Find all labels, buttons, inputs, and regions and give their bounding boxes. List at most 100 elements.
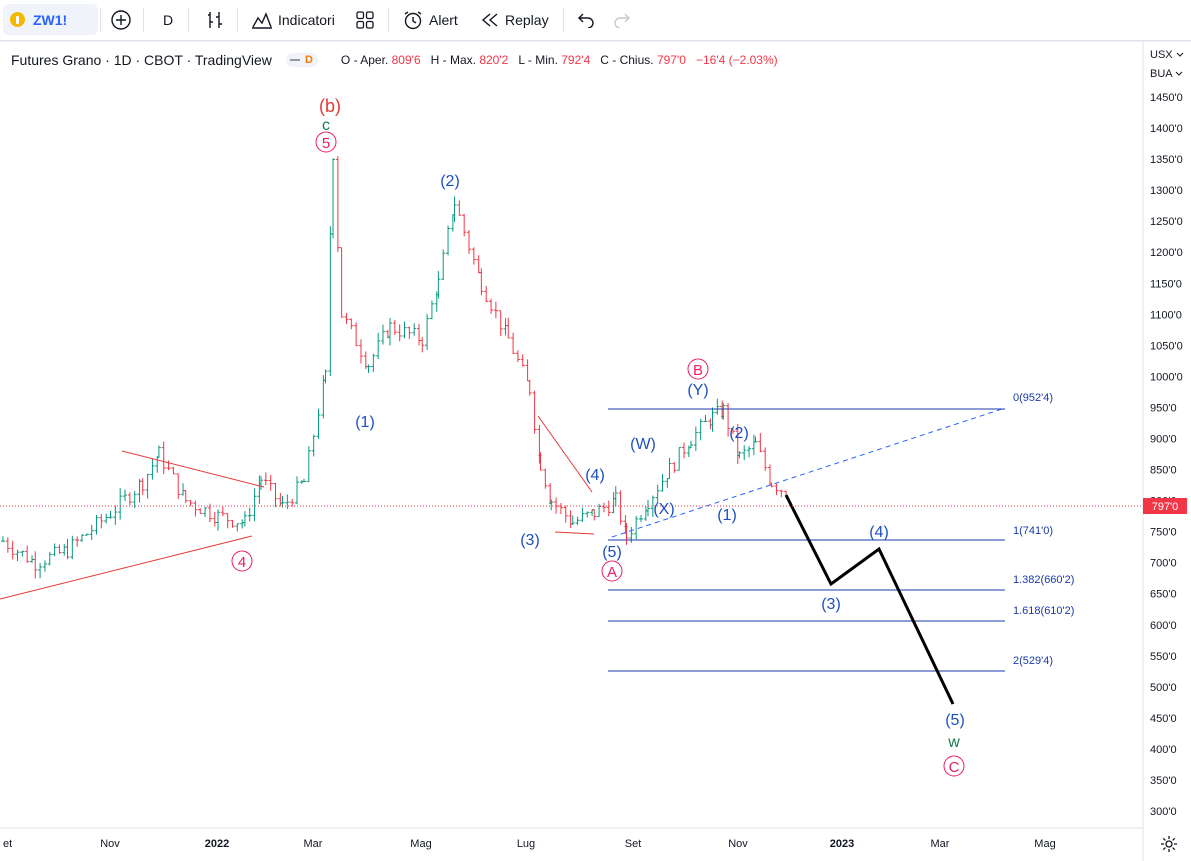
last-price-badge-text: 797'0 [1152,501,1179,513]
data-source-badge-label: D [304,54,313,66]
toolbar-divider [388,8,389,32]
open-value: 809'6 [391,53,421,67]
wave-label-C-circle-text: C [949,759,960,776]
price-tick-label: 850'0 [1150,465,1177,477]
alert-clock-icon [404,11,422,30]
wave-label-n2[interactable]: (2) [729,425,749,442]
time-label: et [3,838,12,850]
close-value: 797'0 [656,53,686,67]
toolbar-divider [563,8,564,32]
wave-label-4-circle[interactable] [231,550,253,572]
wave-label-W[interactable]: (W) [630,436,656,453]
wave-label-5-circle[interactable] [315,131,337,153]
triangle-lower-trendline[interactable] [0,535,253,600]
wave-label-5[interactable]: (5) [602,544,622,561]
replay-icon [481,13,498,27]
interval-button[interactable]: D [160,0,176,40]
symbol-search-button[interactable]: ZW1! [3,4,98,35]
wave-label-A-circle[interactable] [601,560,623,582]
time-label: Mar [931,838,950,850]
price-tick-label: 950'0 [1150,402,1177,414]
wave-label-w-small[interactable]: w [947,734,960,751]
currency-label: USX [1150,49,1173,61]
interval-label: D [162,12,174,28]
indicators-icon [252,12,272,29]
wave-label-1[interactable]: (1) [355,414,375,431]
chart-legend: Futures Grano · 1D · CBOT · TradingView … [11,52,778,68]
chevron-down-icon [1176,52,1184,57]
last-price-badge [1143,498,1187,514]
fib-label-1618: 1.618(610'2) [1013,605,1074,617]
wave-label-3[interactable]: (3) [520,532,540,549]
wave-label-4[interactable]: (4) [585,467,605,484]
price-tick-label: 550'0 [1150,651,1177,663]
price-tick-label: 450'0 [1150,713,1177,725]
wave-projection-path[interactable] [784,494,955,705]
wave-label-p3[interactable]: (3) [821,596,841,613]
price-tick-label: 350'0 [1150,775,1177,787]
support-dashed-trendline[interactable] [611,407,1006,538]
indicators-button[interactable]: Indicatori [251,0,335,40]
wave-label-b-paren[interactable]: (b) [319,96,341,116]
change-value: −16'4 (−2.03%) [695,53,778,67]
unit-selector[interactable]: BUA [1150,68,1183,80]
price-tick-label: 1000'0 [1150,371,1183,383]
undo-button[interactable] [576,0,596,40]
unit-label: BUA [1150,68,1173,80]
alert-button[interactable]: Alert [402,0,458,40]
time-label: Set [625,838,642,850]
price-tick-label: 300'0 [1150,806,1177,818]
wave-label-p5[interactable]: (5) [945,712,965,729]
replay-button[interactable]: Replay [480,0,549,40]
wave4-wedge-upper-trendline[interactable] [537,415,593,493]
time-label: Mag [410,838,431,850]
currency-selector[interactable]: USX [1150,49,1184,61]
wave-label-c-small[interactable]: c [322,117,330,134]
time-label: Mar [304,838,323,850]
time-scale[interactable]: et Nov 2022 Mar Mag Lug Set Nov 2023 Mar… [3,838,1056,850]
layouts-button[interactable] [355,0,375,40]
price-tick-label: 700'0 [1150,558,1177,570]
time-label: Mag [1034,838,1055,850]
fib-extension[interactable]: 0(952'4) 1(741'0) 1.382(660'2) 1.618(610… [608,392,1074,672]
redo-button[interactable] [612,0,632,40]
wave-label-p4[interactable]: (4) [869,524,889,541]
wave-label-C-circle[interactable] [943,755,965,777]
high-value: 820'2 [479,53,509,67]
price-tick-label: 750'0 [1150,527,1177,539]
toolbar-divider [100,8,101,32]
price-tick-label: 1400'0 [1150,123,1183,135]
fib-label-1382: 1.382(660'2) [1013,574,1074,586]
time-label: Nov [100,838,120,850]
compare-add-button[interactable] [109,0,133,40]
chevron-down-icon [1175,71,1183,76]
triangle-upper-trendline[interactable] [121,450,265,488]
price-scale[interactable]: 1450'0 1400'0 1350'0 1300'0 1250'0 1200'0 1150… [1150,92,1183,818]
wave-label-B-circle[interactable] [687,358,709,380]
indicators-label: Indicatori [278,12,335,28]
fib-label-2: 2(529'4) [1013,655,1053,667]
top-toolbar: ZW1! D Indicatori Alert Replay [0,0,1191,41]
price-tick-label: 650'0 [1150,589,1177,601]
high-label: H - Max. [430,53,476,67]
open-label: O - Aper. [340,53,389,67]
time-label: Nov [728,838,748,850]
price-tick-label: 1200'0 [1150,247,1183,259]
wave-label-A-circle-text: A [607,564,617,581]
price-tick-label: 500'0 [1150,682,1177,694]
wave-label-X[interactable]: (X) [653,501,674,518]
price-tick-label: 900'0 [1150,434,1177,446]
price-tick-label: 400'0 [1150,744,1177,756]
chart-type-button[interactable] [204,0,226,40]
chart-settings-button[interactable] [1160,835,1178,853]
replay-label: Replay [505,12,549,28]
price-tick-label: 1100'0 [1150,309,1182,321]
data-source-badge[interactable]: D [285,53,318,67]
wave-label-Y[interactable]: (Y) [687,382,708,399]
price-tick-label: 1050'0 [1150,340,1183,352]
wave-label-n1[interactable]: (1) [717,507,737,524]
wave4-wedge-lower-trendline[interactable] [554,531,595,535]
low-label: L - Min. [518,53,558,67]
wave-label-2[interactable]: (2) [440,173,460,190]
